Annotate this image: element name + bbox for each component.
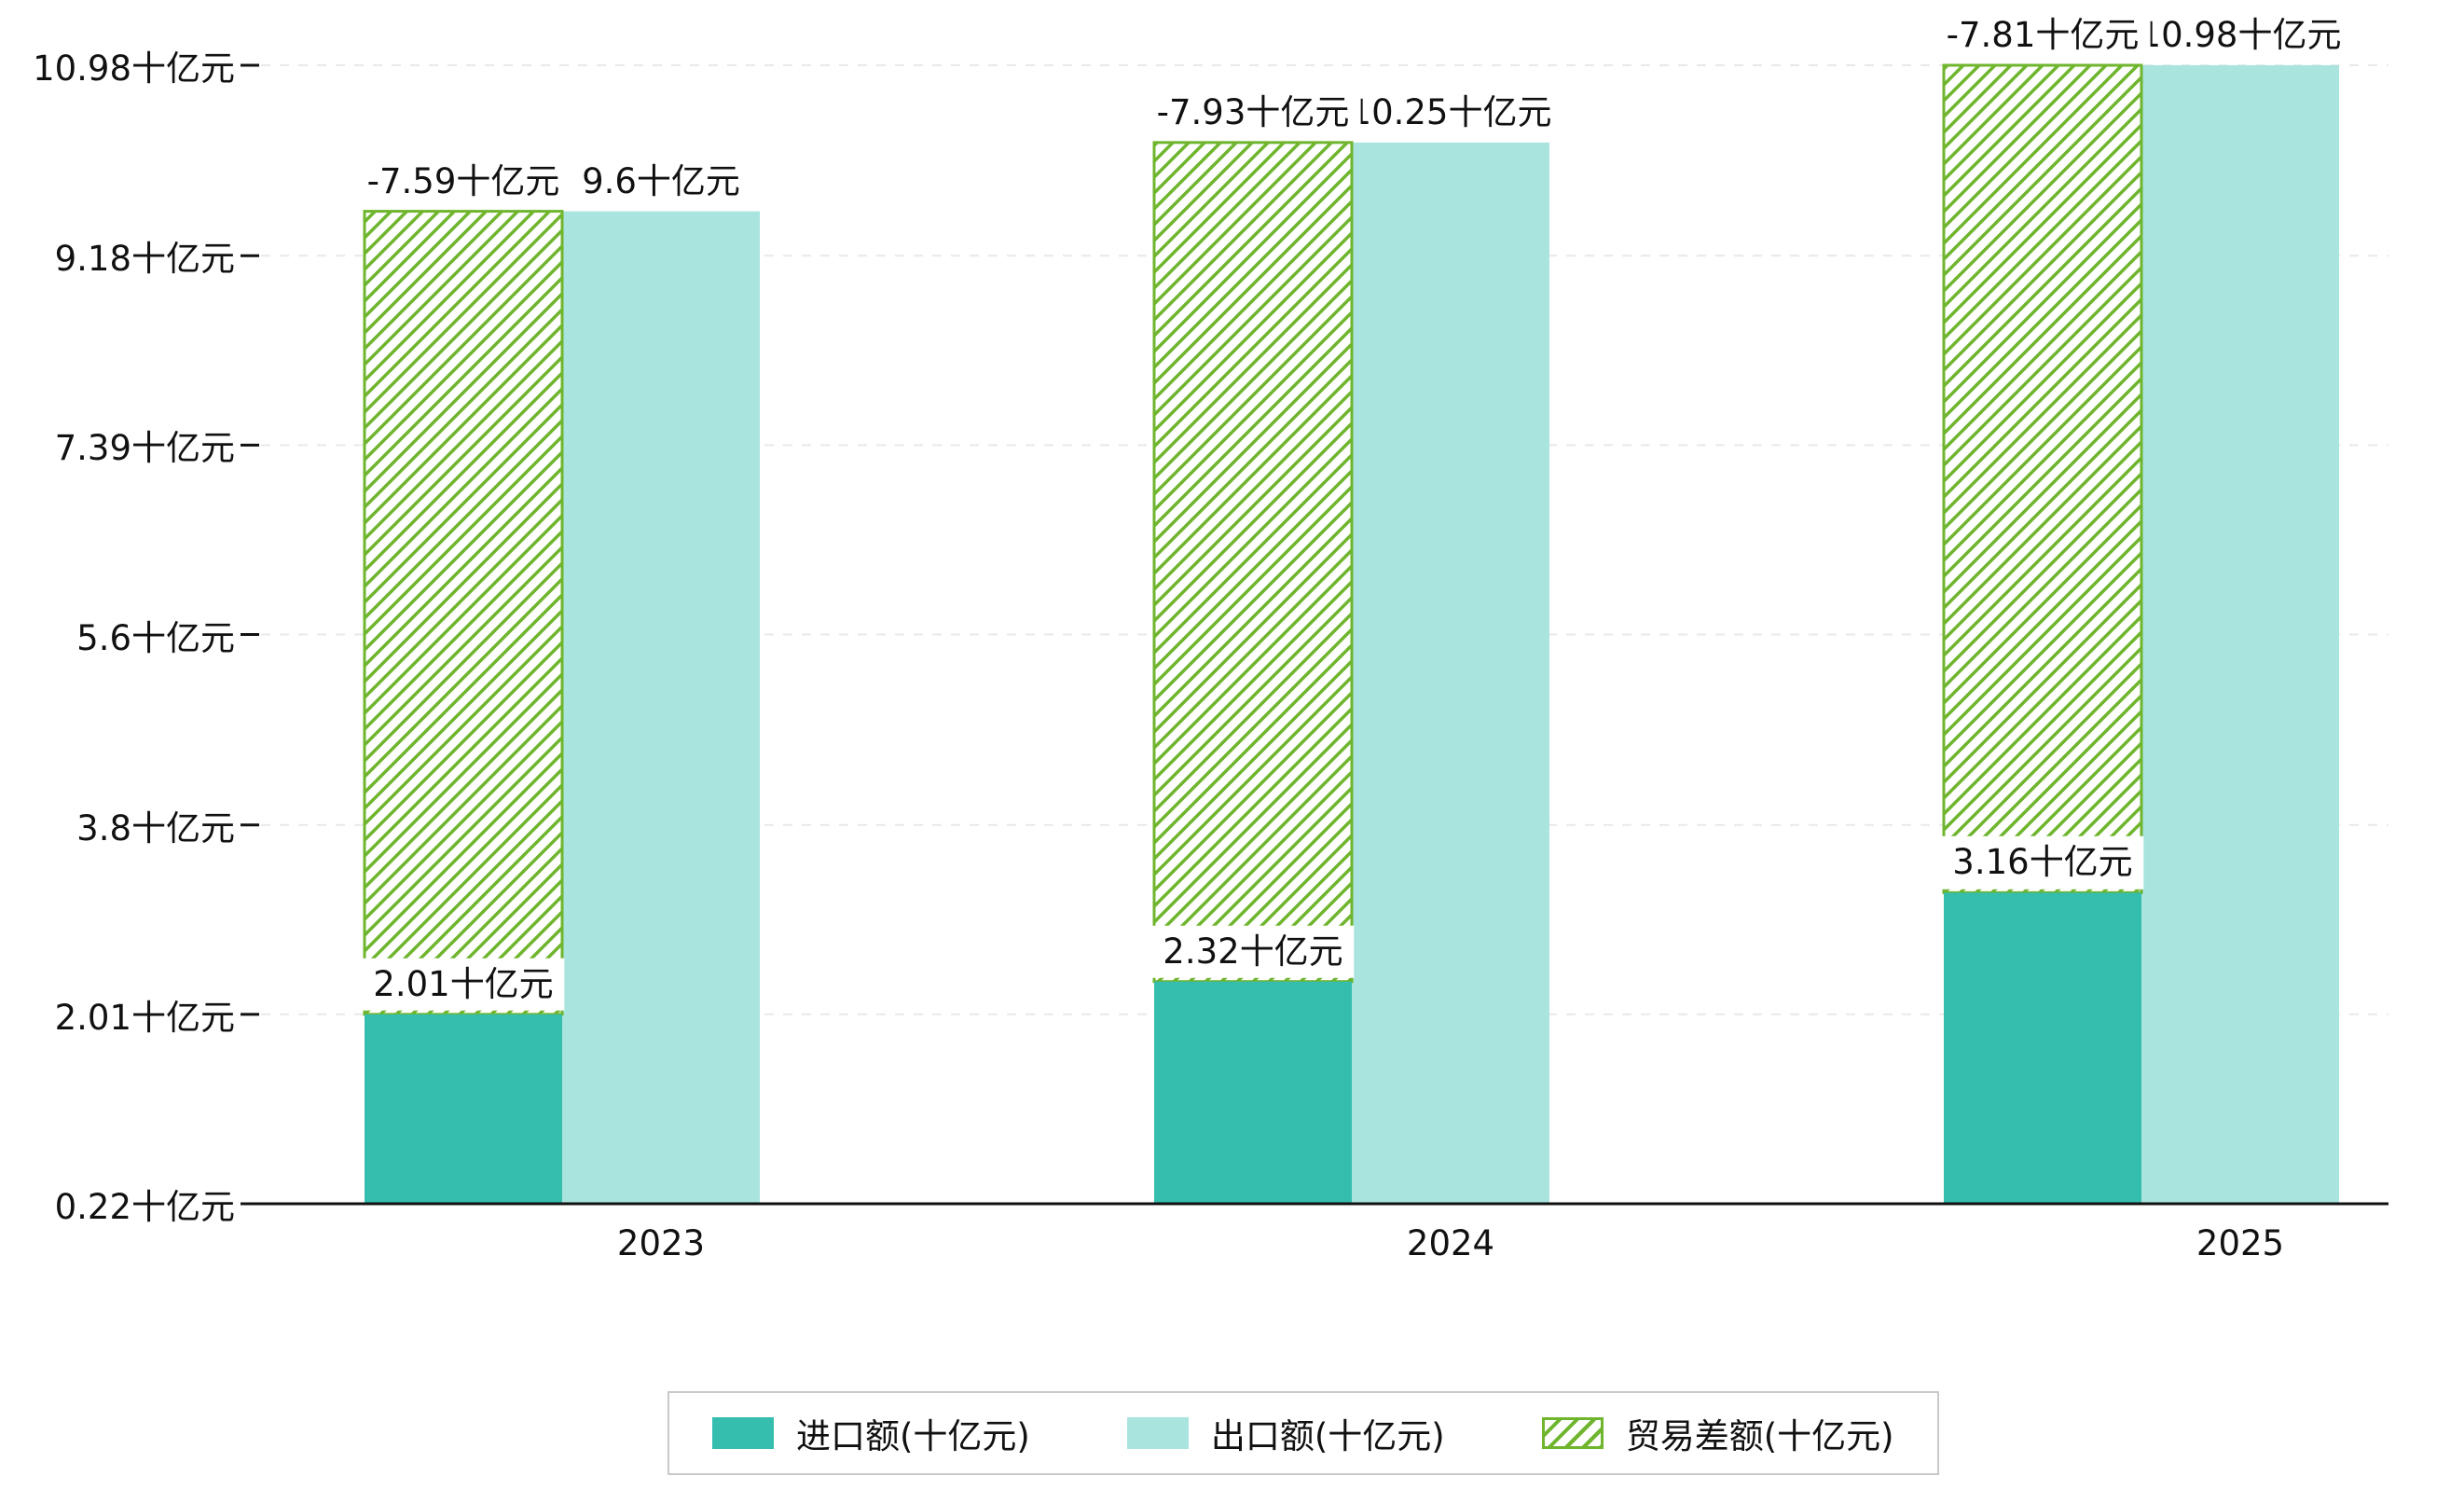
bar-balance-2023 — [363, 210, 564, 1016]
legend-label-balance: 贸易差额(十亿元) — [1625, 1416, 1894, 1456]
legend-label-export: 出口额(十亿元) — [1210, 1416, 1445, 1456]
bar-export-2024 — [1352, 142, 1549, 1204]
bar-balance-2024 — [1152, 141, 1354, 984]
bar-balance-2025 — [1942, 63, 2143, 894]
bar-export-2025 — [2141, 65, 2339, 1204]
import-series-swatch-icon — [712, 1417, 774, 1449]
legend-label-import: 进口额(十亿元) — [796, 1416, 1030, 1456]
bar-export-2023 — [562, 211, 760, 1204]
legend: 进口额(十亿元) 出口额(十亿元) 贸易差额(十亿元) — [668, 1391, 1939, 1475]
axes — [241, 63, 2388, 1206]
export-series-swatch-icon — [1126, 1417, 1189, 1449]
bar-import-2024 — [1154, 981, 1352, 1204]
balance-series-hatched-swatch-icon — [1541, 1417, 1604, 1449]
legend-item-export: 出口额(十亿元) — [1126, 1408, 1445, 1458]
legend-item-import: 进口额(十亿元) — [712, 1408, 1030, 1458]
bars — [363, 63, 2339, 1204]
bar-import-2025 — [1944, 892, 2141, 1204]
bar-import-2023 — [365, 1014, 562, 1204]
legend-item-balance: 贸易差额(十亿元) — [1541, 1408, 1894, 1458]
